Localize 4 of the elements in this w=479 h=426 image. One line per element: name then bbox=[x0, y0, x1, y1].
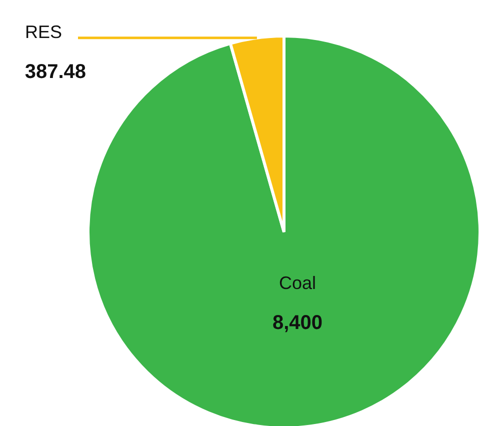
slice-label: RES bbox=[24, 22, 62, 42]
slice-label: Coal bbox=[279, 273, 316, 294]
data-label: 387.48 bbox=[24, 60, 86, 83]
data-label: 8,400 bbox=[272, 312, 323, 334]
